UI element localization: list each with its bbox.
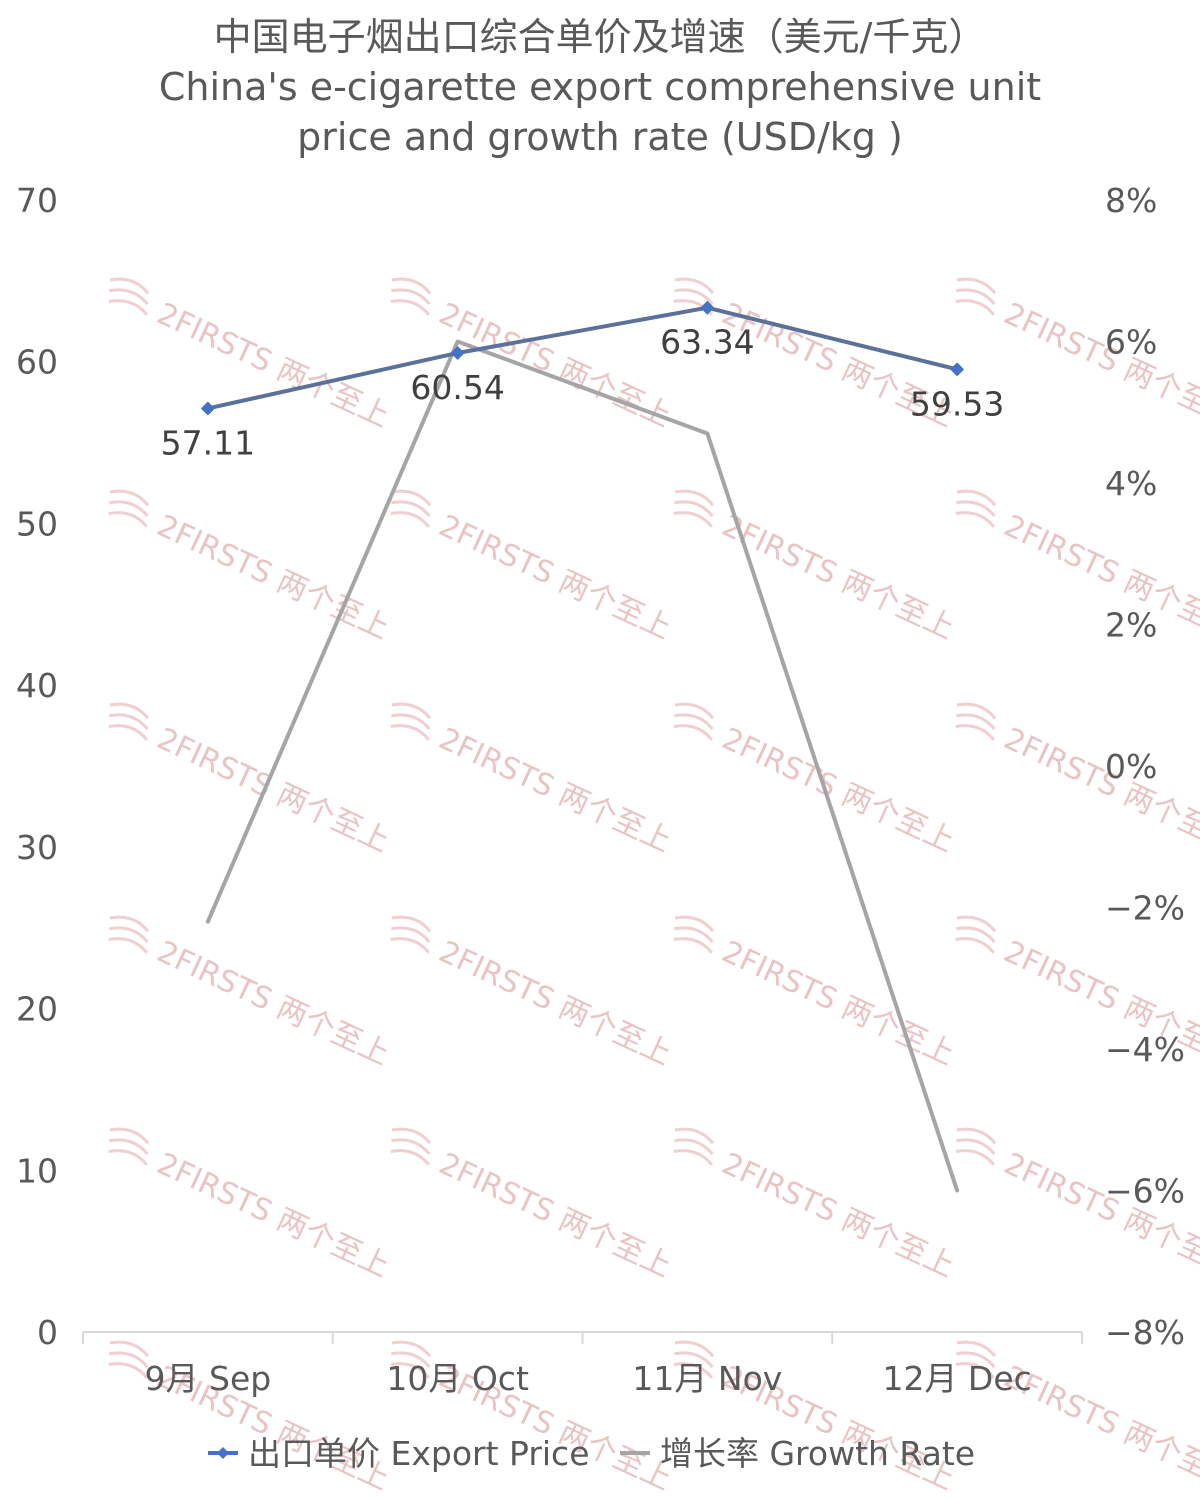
left-y-tick-label: 50 <box>16 504 58 543</box>
watermark-logo-icon <box>390 1127 432 1166</box>
watermark-tile: 2FIRSTS 两个至上 <box>390 1127 677 1285</box>
watermark-tile: 2FIRSTS 两个至上 <box>390 915 677 1073</box>
watermark-text: 2FIRSTS 两个至上 <box>152 508 395 646</box>
left-y-tick-label: 0 <box>37 1313 58 1352</box>
data-point-export-price <box>950 362 965 377</box>
watermark-logo-icon <box>955 702 997 741</box>
watermark-logo-icon <box>673 702 715 741</box>
left-y-tick-label: 20 <box>16 990 58 1029</box>
watermark-logo-icon <box>108 1127 150 1166</box>
right-y-axis: −8% −6% −4% −2% 0% 2% 4% 6% 8% <box>1105 181 1185 1352</box>
watermark-tile: 2FIRSTS 两个至上 <box>108 1127 395 1285</box>
watermark-logo-icon <box>390 277 432 316</box>
chart-subtitle-line-1: China's e-cigarette export comprehensive… <box>159 65 1041 109</box>
watermark-logo-icon <box>955 915 997 954</box>
right-y-tick-label: 2% <box>1105 606 1157 645</box>
series-line-growth-rate <box>205 339 960 1193</box>
watermark-tile: 2FIRSTS 两个至上 <box>673 915 960 1073</box>
watermark-logo-icon <box>390 915 432 954</box>
watermark-logo-icon <box>108 1340 150 1379</box>
watermark-logo-icon <box>390 702 432 741</box>
legend-label-growth-rate: 增长率 Growth Rate <box>660 1434 975 1473</box>
x-axis: 9月 Sep 10月 Oct 11月 Nov 12月 Dec <box>82 1331 1083 1398</box>
right-y-tick-label: 0% <box>1105 747 1157 786</box>
watermark-text: 2FIRSTS 两个至上 <box>434 296 677 434</box>
watermark-tile: 2FIRSTS 两个至上 <box>673 702 960 860</box>
legend-label-export-price: 出口单价 Export Price <box>248 1434 590 1473</box>
watermark-tile: 2FIRSTS 两个至上 <box>108 489 395 647</box>
data-label-export-price: 59.53 <box>910 384 1004 423</box>
watermark-text: 2FIRSTS 两个至上 <box>434 721 677 859</box>
watermark-tile: 2FIRSTS 两个至上 <box>108 277 395 435</box>
watermark-text: 2FIRSTS 两个至上 <box>434 1146 677 1284</box>
x-tick-label: 9月 Sep <box>145 1359 272 1398</box>
right-y-tick-label: −6% <box>1105 1172 1185 1211</box>
right-y-tick-label: 8% <box>1105 181 1157 220</box>
data-point-export-price <box>700 300 715 315</box>
watermark-logo-icon <box>955 1340 997 1379</box>
right-y-tick-label: −2% <box>1105 889 1185 928</box>
watermark-tile: 2FIRSTS 两个至上 <box>955 702 1200 860</box>
watermark-logo-icon <box>390 489 432 528</box>
watermark-text: 2FIRSTS 两个至上 <box>717 1146 960 1284</box>
data-label-export-price: 57.11 <box>161 423 255 462</box>
watermark-logo-icon <box>390 1340 432 1379</box>
right-y-tick-label: 4% <box>1105 464 1157 503</box>
watermark-text: 2FIRSTS 两个至上 <box>999 508 1200 646</box>
series-layer: 57.11 60.54 63.34 59.53 <box>161 300 1004 1193</box>
watermark-text: 2FIRSTS 两个至上 <box>999 296 1200 434</box>
watermark-tile: 2FIRSTS 两个至上 <box>955 489 1200 647</box>
x-tick-label: 12月 Dec <box>882 1359 1031 1398</box>
watermark-text: 2FIRSTS 两个至上 <box>434 934 677 1072</box>
watermark-logo-icon <box>955 277 997 316</box>
watermark-text: 2FIRSTS 两个至上 <box>434 508 677 646</box>
legend: 出口单价 Export Price 增长率 Growth Rate <box>208 1434 975 1473</box>
watermark-text: 2FIRSTS 两个至上 <box>717 934 960 1072</box>
left-y-tick-label: 10 <box>16 1151 58 1190</box>
data-point-export-price <box>200 401 215 416</box>
watermark-logo-icon <box>673 1340 715 1379</box>
watermark-text: 2FIRSTS 两个至上 <box>152 296 395 434</box>
x-tick-label: 11月 Nov <box>632 1359 782 1398</box>
watermark-logo-icon <box>955 1127 997 1166</box>
watermark-logo-icon <box>673 489 715 528</box>
right-y-tick-label: −4% <box>1105 1030 1185 1069</box>
left-y-axis: 0 10 20 30 40 50 60 70 <box>16 181 58 1352</box>
data-label-export-price: 63.34 <box>660 323 754 362</box>
watermark-logo-icon <box>955 489 997 528</box>
series-line-export-price <box>205 305 960 411</box>
x-tick-label: 10月 Oct <box>386 1359 529 1398</box>
watermark-text: 2FIRSTS 两个至上 <box>999 1146 1200 1284</box>
watermark-text: 2FIRSTS 两个至上 <box>717 721 960 859</box>
left-y-tick-label: 30 <box>16 828 58 867</box>
watermark-logo-icon <box>673 915 715 954</box>
data-point-export-price <box>450 345 465 360</box>
watermark-tile: 2FIRSTS 两个至上 <box>390 277 677 435</box>
watermark-logo-icon <box>108 489 150 528</box>
watermark-logo-icon <box>108 915 150 954</box>
watermark-tile: 2FIRSTS 两个至上 <box>390 702 677 860</box>
watermark-text: 2FIRSTS 两个至上 <box>152 934 395 1072</box>
legend-marker-export-price <box>217 1447 229 1459</box>
watermark-text: 2FIRSTS 两个至上 <box>152 721 395 859</box>
watermark-tile: 2FIRSTS 两个至上 <box>673 1127 960 1285</box>
chart-subtitle-line-2: price and growth rate (USD/kg ) <box>297 115 903 159</box>
left-y-tick-label: 70 <box>16 181 58 220</box>
watermark-logo-icon <box>673 1127 715 1166</box>
data-label-export-price: 60.54 <box>410 368 504 407</box>
watermark-tile: 2FIRSTS 两个至上 <box>390 489 677 647</box>
right-y-tick-label: −8% <box>1105 1313 1185 1352</box>
left-y-tick-label: 60 <box>16 343 58 382</box>
watermark-text: 2FIRSTS 两个至上 <box>999 721 1200 859</box>
watermark-logo-icon <box>108 277 150 316</box>
left-y-tick-label: 40 <box>16 666 58 705</box>
watermark-text: 2FIRSTS 两个至上 <box>152 1146 395 1284</box>
watermark-tile: 2FIRSTS 两个至上 <box>673 489 960 647</box>
chart-title: 中国电子烟出口综合单价及增速（美元/千克） <box>214 15 987 59</box>
watermark-layer: 2FIRSTS 两个至上 2FIRSTS 两个至上 2FIRSTS 两个至上 2FIR… <box>108 277 1200 1498</box>
watermark-tile: 2FIRSTS 两个至上 <box>108 915 395 1073</box>
watermark-logo-icon <box>108 702 150 741</box>
right-y-tick-label: 6% <box>1105 323 1157 362</box>
